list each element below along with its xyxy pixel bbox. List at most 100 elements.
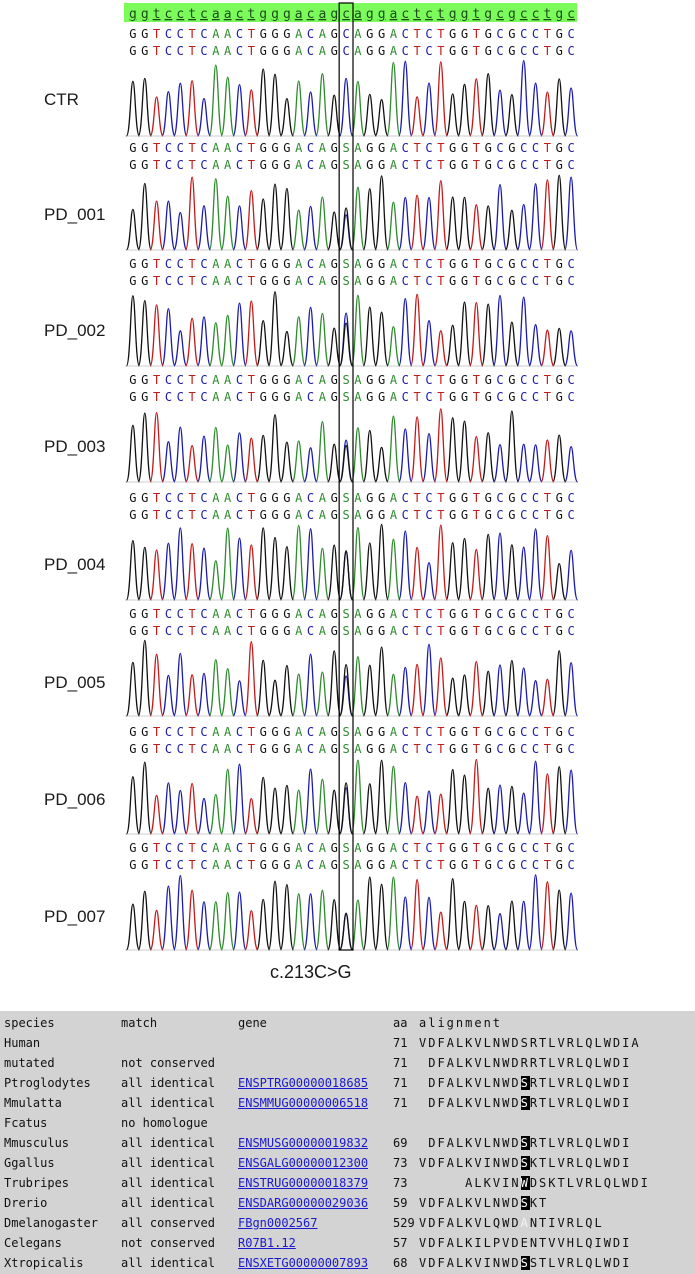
reference-base: g [259,7,267,22]
base-call: G [366,491,373,505]
gene-link[interactable]: ENSDARG00000029036 [238,1196,369,1210]
alignment-residue: L [594,1216,604,1230]
base-call: T [437,607,444,621]
base-call: A [212,725,220,739]
base-call: G [556,390,563,404]
base-call: G [260,257,267,271]
base-call: A [224,27,232,41]
gene-link[interactable]: ENSGALG00000012300 [238,1156,369,1170]
base-call: C [236,257,243,271]
base-call: S [342,257,349,271]
alignment-residue: Q [585,1136,595,1150]
base-call: C [496,508,503,522]
base-call: A [319,624,327,638]
alignment-residue: R [566,1096,576,1110]
alignment-residue: W [603,1156,613,1170]
base-call: G [485,390,492,404]
base-call: G [508,27,515,41]
base-call: G [141,858,148,872]
alignment-residue: L [548,1056,558,1070]
base-call: C [567,390,574,404]
base-call: C [567,274,574,288]
alignment-residue: K [548,1176,558,1190]
alignment-header-row: species match gene aa alignment [0,1013,695,1033]
reference-base: c [567,7,575,22]
base-call: G [366,607,373,621]
base-call: G [461,274,468,288]
alignment-residue: A [446,1136,456,1150]
base-call: C [425,44,432,58]
base-call: A [354,607,362,621]
base-call: C [496,27,503,41]
base-call: G [283,158,290,172]
gene-link[interactable]: ENSXETG00000007893 [238,1256,369,1270]
alignment-residue: V [575,1176,586,1190]
base-call: C [402,624,409,638]
gene-link[interactable]: ENSMMUG00000006518 [238,1096,369,1110]
alignment-residue: V [474,1056,484,1070]
gene-link[interactable]: ENSMUSG00000019832 [238,1136,369,1150]
gene-link[interactable]: ENSPTRG00000018685 [238,1076,369,1090]
alignment-residue: K [465,1256,475,1270]
reference-base: c [165,7,173,22]
base-call: A [390,841,398,855]
base-call: A [212,390,220,404]
peak-trace-c [161,59,579,137]
base-call: C [520,624,527,638]
base-call: G [283,725,290,739]
gene-link[interactable]: FBgn0002567 [238,1216,318,1230]
base-call: G [449,725,456,739]
gene-link[interactable]: R07B1.12 [238,1236,296,1250]
base-call: C [200,373,207,387]
alignment-residue: A [446,1036,456,1050]
base-call: G [366,141,373,155]
alignment-residue: K [529,1156,540,1170]
base-call: G [141,44,148,58]
base-call: C [532,508,539,522]
base-call: G [271,624,278,638]
base-call: G [260,491,267,505]
alignment-row: Mmusculus all identical ENSMUSG00000019832… [0,1133,695,1153]
base-call: A [224,257,232,271]
alignment-residue: D [428,1216,438,1230]
gene-link[interactable]: ENSTRUG00000018379 [238,1176,369,1190]
base-call: A [212,491,220,505]
alignment-residue: W [520,1176,530,1190]
alignment-residue: L [483,1196,493,1210]
base-call: G [331,624,338,638]
base-call: A [224,373,232,387]
base-call: A [295,725,303,739]
base-call: C [342,27,349,41]
alignment-residue: D [428,1256,438,1270]
alignment-row: Trubripes all identical ENSTRUG00000018379… [0,1173,695,1193]
alignment-residue: V [419,1036,429,1050]
base-call: G [461,158,468,172]
base-call: A [295,158,303,172]
base-call: A [354,624,362,638]
base-call: G [283,44,290,58]
base-call: C [165,725,172,739]
alignment-residue: W [502,1256,512,1270]
base-call: C [567,373,574,387]
base-call: C [236,44,243,58]
base-call: C [532,141,539,155]
base-call: S [342,390,349,404]
base-call: G [331,390,338,404]
base-call: C [402,27,409,41]
alignment-residue: W [603,1076,613,1090]
base-call: C [520,607,527,621]
reference-base: g [330,7,338,22]
base-call: T [189,27,196,41]
alignment-residue: K [465,1196,475,1210]
peak-trace-t [149,641,555,717]
base-call: G [129,390,136,404]
base-call: G [260,44,267,58]
base-call: A [354,390,362,404]
species-name: Fcatus [4,1116,48,1130]
base-call: G [271,44,278,58]
species-name: Dmelanogaster [4,1216,98,1230]
alignment-residue: L [594,1096,604,1110]
alignment-residue: L [483,1096,493,1110]
base-call: C [177,141,184,155]
base-call: C [307,390,314,404]
